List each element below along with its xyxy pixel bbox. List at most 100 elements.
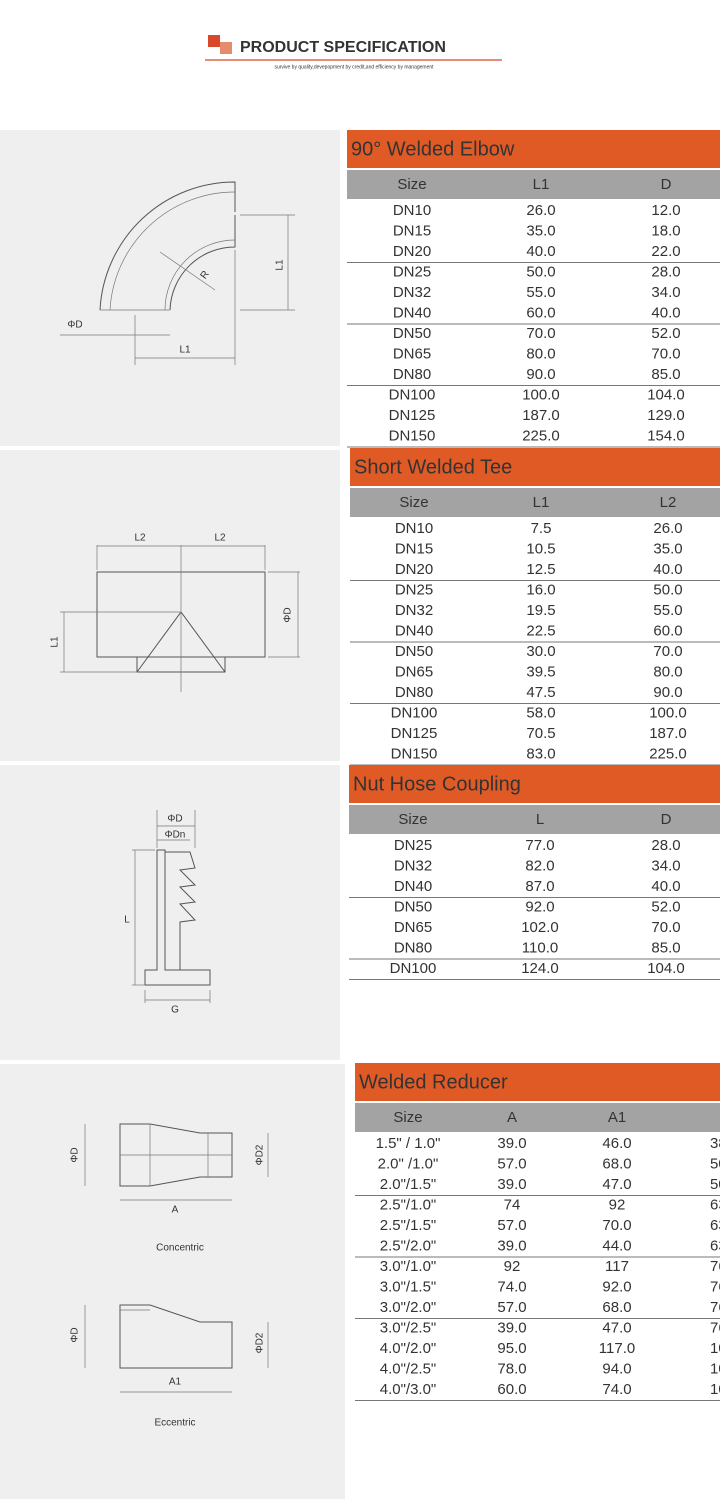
cell: DN10 — [395, 520, 433, 537]
reducer-diagram: ΦD ΦD2 A Concentric ΦD ΦD2 A1 Eccentric — [70, 1123, 269, 1429]
column-header: A1 — [608, 1109, 626, 1126]
cell: 58.0 — [526, 705, 555, 722]
cell: 102.0 — [521, 919, 559, 936]
dimension-label: ΦD — [70, 1147, 81, 1162]
cell: 3.0"/2.5" — [380, 1320, 437, 1337]
cell: 4.0"/2.5" — [380, 1361, 437, 1378]
cell: DN25 — [394, 837, 432, 854]
panel — [0, 450, 340, 761]
cell: 10 — [710, 1381, 720, 1398]
cell: 2.5"/2.0" — [380, 1238, 437, 1255]
cell: 2.0"/1.5" — [380, 1176, 437, 1193]
cell: 70.0 — [651, 919, 680, 936]
panel — [0, 765, 340, 1060]
cell: DN32 — [394, 858, 432, 875]
cell: 57.0 — [497, 1156, 526, 1173]
cell: 77.0 — [525, 837, 554, 854]
cell: 94.0 — [602, 1361, 631, 1378]
cell: 68.0 — [602, 1156, 631, 1173]
header-row — [355, 1103, 720, 1132]
cell: 76 — [710, 1279, 720, 1296]
dimension-label: L1 — [50, 636, 61, 648]
cell: 50.0 — [653, 582, 682, 599]
cell: 26.0 — [526, 202, 555, 219]
column-header: L — [536, 811, 544, 828]
cell: 7.5 — [531, 520, 552, 537]
header-row — [350, 488, 720, 517]
cell: 39.5 — [526, 664, 555, 681]
cell: 50 — [710, 1176, 720, 1193]
cell: DN125 — [389, 407, 436, 424]
cell: 39.0 — [497, 1238, 526, 1255]
tagline: survive by quality,devepopment by credit… — [274, 64, 434, 70]
cell: 60.0 — [653, 623, 682, 640]
cell: DN125 — [391, 725, 438, 742]
cell: 4.0"/3.0" — [380, 1381, 437, 1398]
cell: 78.0 — [497, 1361, 526, 1378]
column-header: L1 — [533, 176, 550, 193]
cell: 110.0 — [522, 940, 558, 957]
cell: 2.5"/1.0" — [380, 1197, 437, 1214]
cell: 63 — [710, 1238, 720, 1255]
cell: 76 — [710, 1299, 720, 1316]
cell: 85.0 — [651, 940, 680, 957]
cell: 70.5 — [526, 725, 555, 742]
cell: DN20 — [393, 243, 431, 260]
header: PRODUCT SPECIFICATION survive by quality… — [205, 35, 502, 70]
cell: DN100 — [390, 960, 437, 977]
cell: 55.0 — [653, 602, 682, 619]
dimension-label: L2 — [134, 533, 146, 544]
cell: DN100 — [389, 387, 436, 404]
cell: 74 — [504, 1197, 521, 1214]
cell: DN50 — [395, 643, 433, 660]
cell: 39.0 — [497, 1135, 526, 1152]
dimension-label: ΦD — [167, 814, 182, 825]
title-bar — [355, 1063, 720, 1101]
cell: 57.0 — [497, 1299, 526, 1316]
cell: 28.0 — [651, 264, 680, 281]
tables: 90° Welded Elbow Size L1 D DN10 26.0 12.0 DN15 3… — [347, 130, 720, 1401]
cell: 34.0 — [651, 284, 680, 301]
cell: DN32 — [393, 284, 431, 301]
cell: 12.5 — [526, 561, 555, 578]
cell: 4.0"/2.0" — [380, 1340, 437, 1357]
cell: DN150 — [391, 746, 438, 763]
column-header: Size — [398, 811, 427, 828]
cell: 154.0 — [647, 428, 685, 445]
cell: 83.0 — [526, 746, 555, 763]
diagram-caption: Eccentric — [154, 1418, 195, 1429]
dimension-label: ΦD — [67, 320, 82, 331]
column-header: L2 — [660, 494, 677, 511]
cell: 28.0 — [651, 837, 680, 854]
cell: 104.0 — [647, 387, 685, 404]
dimension-label: A — [172, 1205, 179, 1216]
dimension-label: L1 — [275, 259, 286, 271]
cell: DN20 — [395, 561, 433, 578]
cell: 46.0 — [602, 1135, 631, 1152]
cell: DN15 — [395, 541, 433, 558]
cell: DN15 — [393, 223, 431, 240]
cell: 40.0 — [526, 243, 555, 260]
dimension-label: L2 — [214, 533, 226, 544]
table-title: Nut Hose Coupling — [353, 773, 521, 795]
cell: 90.0 — [653, 684, 682, 701]
cell: 26.0 — [653, 520, 682, 537]
cell: 50.0 — [526, 264, 555, 281]
cell: DN50 — [394, 899, 432, 916]
cell: DN80 — [395, 684, 433, 701]
cell: 82.0 — [525, 858, 554, 875]
cell: 35.0 — [526, 223, 555, 240]
cell: 47.0 — [602, 1320, 631, 1337]
cell: 18.0 — [651, 223, 680, 240]
cell: 80.0 — [526, 346, 555, 363]
cell: 22.5 — [526, 623, 555, 640]
dimension-label: A1 — [169, 1377, 182, 1388]
cell: DN40 — [395, 623, 433, 640]
cell: 19.5 — [526, 602, 555, 619]
cell: DN50 — [393, 325, 431, 342]
cell: 100.0 — [649, 705, 687, 722]
cell: 117.0 — [599, 1340, 635, 1357]
cell: 38 — [710, 1135, 720, 1152]
cell: 3.0"/1.0" — [380, 1258, 437, 1275]
